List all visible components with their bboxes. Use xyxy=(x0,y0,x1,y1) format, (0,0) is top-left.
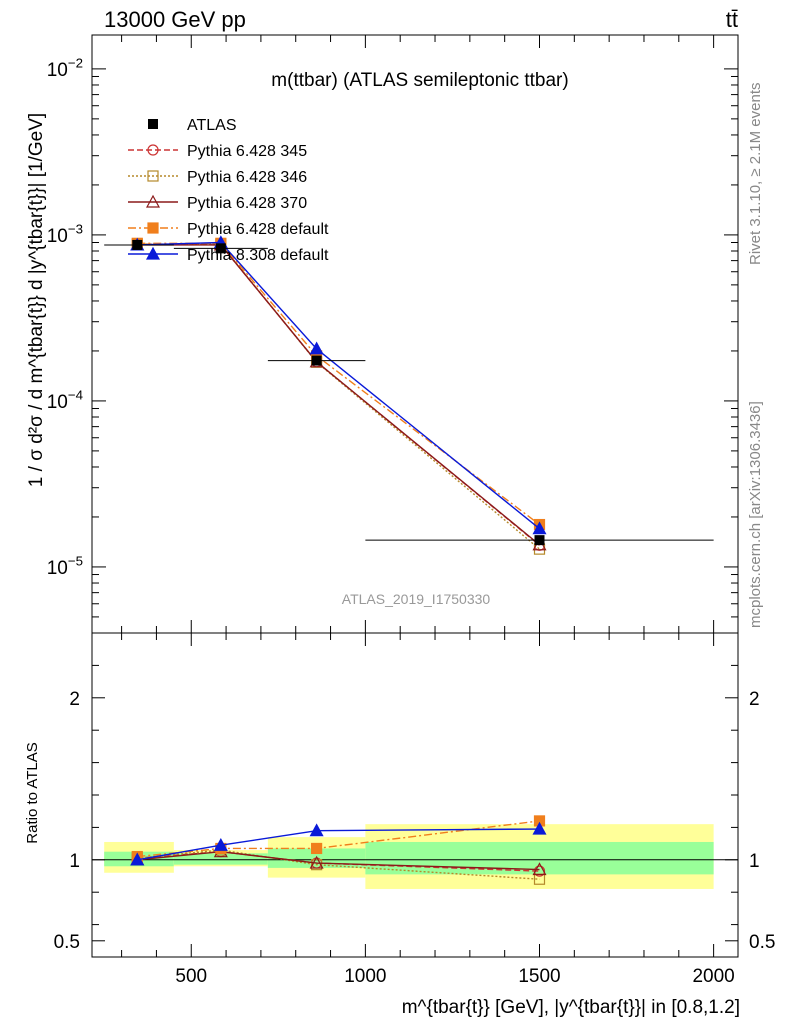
series-line xyxy=(137,241,540,530)
legend-marker xyxy=(145,194,161,208)
legend-marker xyxy=(147,222,159,234)
x-tick-label: 1500 xyxy=(518,966,560,987)
data-points xyxy=(104,239,714,546)
y-tick-label: 10−3 xyxy=(47,221,83,247)
ratio-marker xyxy=(532,821,547,835)
series-line xyxy=(137,242,540,526)
x-tick-label: 1000 xyxy=(344,966,386,987)
y-tick-label-left: 1 xyxy=(69,851,80,872)
rivet-version-label: Rivet 3.1.10, ≥ 2.1M events xyxy=(747,83,764,266)
series-line xyxy=(137,244,540,546)
ratio-line xyxy=(137,828,540,861)
series-marker xyxy=(309,341,324,355)
y-axis-label-main: 1 / σ d²σ / d m^{tbar{t}} d |y^{tbar{t}}… xyxy=(26,113,47,487)
analysis-watermark: ATLAS_2019_I1750330 xyxy=(342,591,491,607)
main-series-lines xyxy=(130,235,547,555)
ratio-marker xyxy=(311,842,323,855)
ratio-marker xyxy=(532,862,547,876)
ratio-series-lines xyxy=(130,815,547,885)
data-point xyxy=(311,355,322,366)
ratio-line xyxy=(137,850,540,872)
data-point xyxy=(534,535,545,546)
ratio-marker xyxy=(213,837,228,851)
chart-title: m(ttbar) (ATLAS semileptonic ttbar) xyxy=(271,70,568,91)
ratio-marker xyxy=(130,852,145,866)
data-point xyxy=(215,243,226,254)
y-tick-label-right: 2 xyxy=(749,689,760,710)
y-tick-label: 10−5 xyxy=(47,553,83,579)
legend-label: ATLAS xyxy=(187,117,237,134)
legend: ATLAS Pythia 6.428 345 Pythia 6.428 346 Pyt… xyxy=(128,117,329,264)
legend-marker xyxy=(148,119,158,129)
legend-marker xyxy=(147,144,159,156)
y-axis-label-ratio: Ratio to ATLAS xyxy=(24,742,41,843)
main-panel: 10−5 10−4 10−3 10−2 m(ttbar) (ATLAS semilep… xyxy=(26,34,739,634)
ratio-marker xyxy=(311,859,323,871)
mcplots-label: mcplots.cern.ch [arXiv:1306.3436] xyxy=(747,401,764,628)
ratio-panel: 500 1000 1500 2000 0.5 0.5 1 1 2 2 Ratio to ATLAS… xyxy=(24,632,775,1018)
header-right-label: tt̄ xyxy=(726,7,738,32)
series-line xyxy=(137,243,540,546)
y-tick-label-left: 0.5 xyxy=(54,932,80,953)
legend-label: Pythia 6.428 345 xyxy=(187,143,307,160)
ratio-frame xyxy=(91,632,739,958)
legend-label: Pythia 8.308 default xyxy=(187,247,329,264)
ratio-axes: 500 1000 1500 2000 0.5 0.5 1 1 2 2 xyxy=(54,632,775,987)
legend-marker xyxy=(145,246,161,260)
x-tick-label: 500 xyxy=(175,966,207,987)
y-tick-label-right: 0.5 xyxy=(749,932,775,953)
y-tick-label-left: 2 xyxy=(69,689,80,710)
y-tick-label: 10−2 xyxy=(47,55,83,81)
legend-label: Pythia 6.428 default xyxy=(187,221,329,238)
series-marker xyxy=(532,521,547,535)
y-tick-label-right: 1 xyxy=(749,851,760,872)
series-line xyxy=(137,243,540,550)
ratio-marker xyxy=(309,855,324,869)
legend-label: Pythia 6.428 346 xyxy=(187,169,307,186)
ratio-line xyxy=(137,820,540,858)
x-axis-label: m^{tbar{t}} [GeV], |y^{tbar{t}}| in [0.8… xyxy=(402,997,740,1018)
legend-label: Pythia 6.428 370 xyxy=(187,195,307,212)
header-left-label: 13000 GeV pp xyxy=(104,7,246,32)
legend-marker xyxy=(147,170,159,182)
data-point xyxy=(132,239,143,250)
inner-band xyxy=(173,853,268,865)
ratio-marker xyxy=(533,865,546,877)
ratio-line xyxy=(137,850,540,871)
y-tick-label: 10−4 xyxy=(47,387,83,413)
uncertainty-bands xyxy=(104,824,714,889)
x-tick-label: 2000 xyxy=(692,966,734,987)
ratio-marker xyxy=(309,823,324,837)
